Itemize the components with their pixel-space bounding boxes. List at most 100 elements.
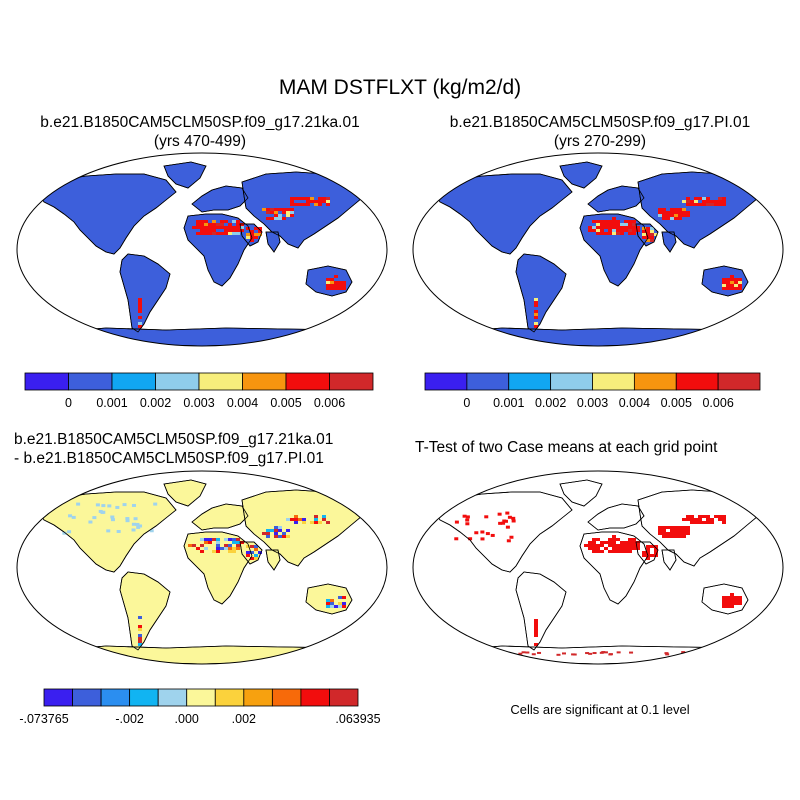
grid-cell (584, 544, 588, 547)
grid-cell (266, 535, 270, 538)
grid-cell (718, 200, 722, 203)
continent-asia (637, 171, 765, 249)
map-ttest (412, 470, 784, 665)
grid-cell (88, 520, 93, 524)
map-border (412, 152, 784, 347)
grid-cell (106, 529, 111, 533)
grid-cell (596, 229, 600, 232)
grid-cell (698, 515, 702, 518)
grid-cell (246, 227, 250, 230)
grid-cell (494, 651, 499, 654)
grid-cell (596, 550, 600, 553)
grid-cell (686, 214, 690, 217)
grid-cell (632, 226, 636, 229)
colorbar-case2: 0 0.001 0.002 0.003 0.004 0.005 0.006 (424, 372, 761, 410)
grid-cell (662, 211, 666, 214)
grid-cell (131, 522, 136, 526)
grid-cell (674, 526, 678, 529)
colorbar-swatch (717, 372, 761, 391)
grid-cell (734, 599, 738, 602)
colorbar-label: 0.002 (140, 396, 171, 410)
grid-cell (650, 230, 654, 233)
grid-cell (624, 547, 628, 550)
grid-cell (722, 521, 726, 524)
grid-cell (682, 208, 686, 211)
panel-title-case1: b.e21.B1850CAM5CLM50SP.f09_g17.21ka.01 (… (0, 113, 400, 151)
continent-antarctica (434, 645, 764, 664)
continent-greenland (559, 161, 603, 189)
panel-title-diff-line1: b.e21.B1850CAM5CLM50SP.f09_g17.21ka.01 (14, 431, 334, 448)
grid-cell (694, 200, 698, 203)
grid-cell (612, 541, 616, 544)
grid-cell (612, 538, 616, 541)
grid-cell (632, 223, 636, 226)
grid-cell (632, 547, 636, 550)
grid-cell (702, 515, 706, 518)
grid-cell (220, 232, 224, 235)
grid-cell (507, 515, 512, 519)
continent-north-america (431, 491, 573, 573)
grid-cell (604, 232, 608, 235)
colorbar-swatch (24, 372, 69, 391)
grid-cell (342, 281, 346, 284)
grid-cell (138, 304, 142, 307)
grid-cell (240, 541, 244, 544)
grid-cell (698, 521, 702, 524)
grid-cell (196, 220, 200, 223)
grid-cell (603, 651, 608, 654)
grid-cell (646, 227, 650, 230)
grid-cell (722, 599, 726, 602)
grid-cell (588, 544, 592, 547)
colorbar-label: 0.006 (702, 396, 733, 410)
grid-cell (592, 541, 596, 544)
grid-cell (662, 529, 666, 532)
grid-cell (654, 233, 658, 236)
grid-cell (556, 653, 561, 656)
grid-cell (518, 652, 523, 655)
grid-cell (624, 223, 628, 226)
grid-cell (326, 287, 330, 290)
grid-cell (600, 550, 604, 553)
grid-cell (318, 197, 322, 200)
grid-cell (138, 310, 142, 313)
grid-cell (734, 278, 738, 281)
grid-cell (642, 227, 646, 230)
grid-cell (694, 203, 698, 206)
grid-cell (468, 537, 473, 541)
grid-cell (318, 203, 322, 206)
grid-cell (232, 232, 236, 235)
grid-cell (220, 226, 224, 229)
grid-cell (708, 652, 713, 655)
grid-cell (592, 652, 597, 655)
grid-cell (616, 538, 620, 541)
grid-cell (122, 503, 127, 507)
coastline-india (265, 231, 281, 253)
grid-cell (730, 278, 734, 281)
grid-cell (282, 535, 286, 538)
grid-cell (342, 596, 346, 599)
colorbar-swatch (243, 688, 273, 707)
grid-cell (294, 515, 298, 518)
grid-cell (726, 284, 730, 287)
grid-cell (694, 653, 699, 656)
grid-cell (254, 233, 258, 236)
grid-cell (686, 526, 690, 529)
grid-cell (286, 518, 290, 521)
grid-cell (604, 547, 608, 550)
grid-cell (650, 236, 654, 239)
grid-cell (220, 223, 224, 226)
grid-cell (192, 544, 196, 547)
grid-cell (138, 298, 142, 301)
grid-cell (258, 227, 262, 230)
grid-cell (706, 203, 710, 206)
grid-cell (730, 281, 734, 284)
grid-cell (726, 281, 730, 284)
grid-cell (654, 548, 658, 551)
colorbar-diff: -.073765 -.002 .000 .002 .063935 (19, 688, 381, 726)
grid-cell (326, 203, 330, 206)
grid-cell (650, 227, 654, 230)
grid-cell (686, 200, 690, 203)
grid-cell (686, 529, 690, 532)
grid-cell (224, 538, 228, 541)
grid-cell (266, 211, 270, 214)
